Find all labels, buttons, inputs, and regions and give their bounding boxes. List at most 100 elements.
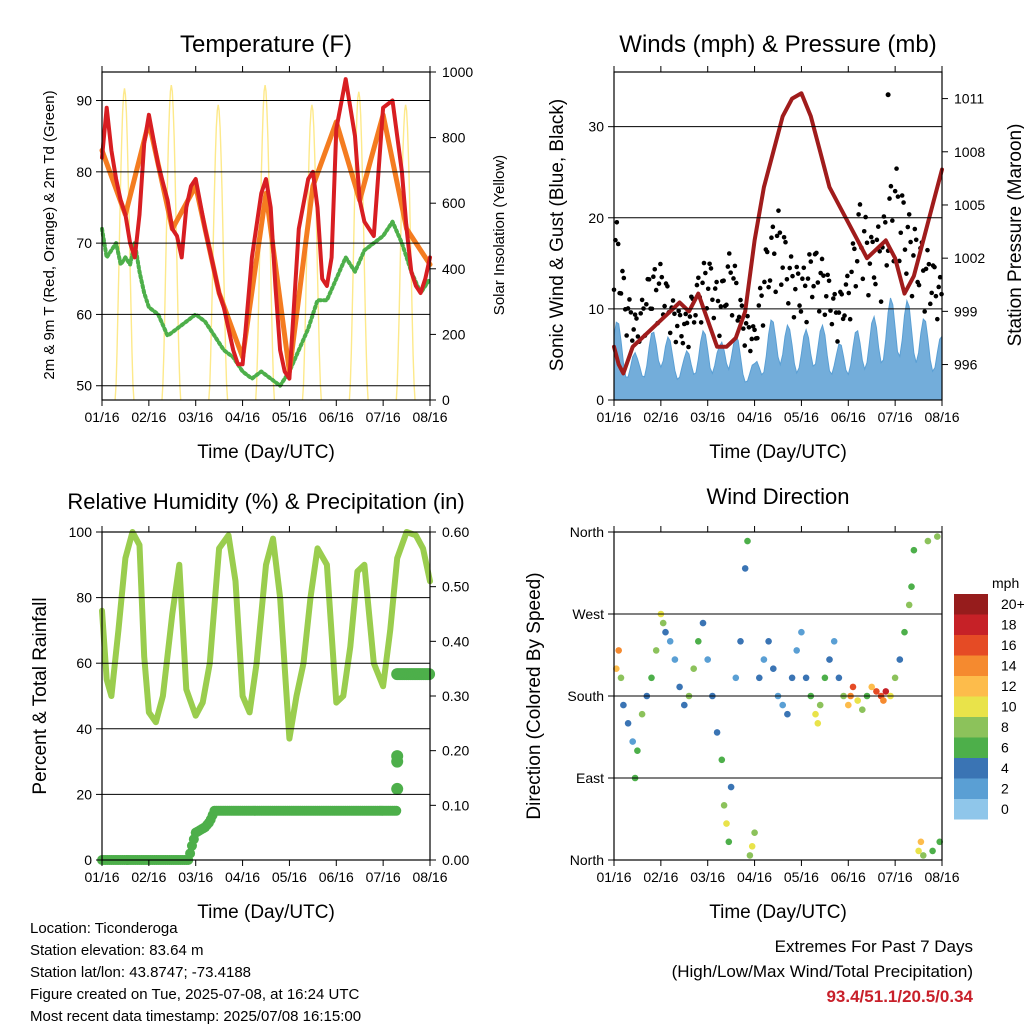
- direction-point: [659, 619, 667, 627]
- gust-point: [852, 246, 857, 252]
- direction-point: [741, 565, 749, 572]
- gust-point: [732, 263, 738, 269]
- gust-point: [736, 314, 742, 320]
- gust-point: [726, 251, 732, 256]
- gust-point: [739, 303, 745, 308]
- y2-tick-label: 0.60: [442, 524, 469, 540]
- legend-swatch: [954, 594, 988, 615]
- winds-pressure-panel: Winds (mph) & Pressure (mb) 01/16 02/16 03…: [547, 31, 1024, 463]
- gust-point: [659, 274, 665, 280]
- direction-point: [671, 656, 679, 663]
- gust-point: [717, 333, 722, 339]
- x-tick-label: 08/16: [412, 869, 447, 885]
- direction-point: [802, 674, 810, 682]
- direction-point: [713, 729, 721, 736]
- gust-point: [847, 316, 853, 322]
- direction-point: [695, 638, 702, 645]
- direction-point: [798, 628, 805, 636]
- gust-point: [667, 330, 673, 336]
- gust-point: [746, 324, 752, 330]
- gust-point: [850, 241, 856, 246]
- legend-swatch: [954, 614, 988, 635]
- gust-point: [731, 276, 736, 281]
- x-tick-label: 05/16: [784, 409, 819, 425]
- gust-point: [816, 309, 822, 314]
- gust-point: [693, 312, 698, 318]
- y-tick-label: North: [570, 524, 604, 540]
- gust-point: [814, 250, 819, 256]
- gust-point: [631, 327, 636, 332]
- y2-tick-label: 600: [442, 195, 466, 211]
- gust-point: [651, 274, 656, 280]
- direction-point: [826, 656, 833, 663]
- direction-point: [744, 537, 751, 545]
- direction-point: [920, 852, 927, 859]
- gust-point: [614, 220, 620, 225]
- direction-point: [718, 756, 726, 764]
- gust-point: [735, 318, 741, 323]
- extremes-title: Extremes For Past 7 Days: [774, 937, 973, 956]
- direction-point: [748, 843, 756, 850]
- humidity-xlabel: Time (Day/UTC): [197, 902, 335, 923]
- gust-point: [787, 265, 793, 271]
- direction-point: [634, 747, 641, 754]
- gust-point: [802, 283, 808, 289]
- gust-point: [750, 324, 756, 329]
- direction-point: [908, 583, 915, 590]
- direction-ylabel: Direction (Colored By Speed): [524, 572, 545, 819]
- direction-point: [901, 628, 908, 636]
- y2-tick-label: 1005: [954, 197, 985, 213]
- gust-point: [898, 230, 904, 236]
- gust-point: [705, 286, 711, 292]
- direction-point: [720, 802, 728, 809]
- gust-point: [839, 291, 845, 297]
- solar-curve: [114, 88, 135, 401]
- gust-point: [762, 279, 767, 285]
- humidity-panel: Relative Humidity (%) & Precipitation (i…: [30, 489, 469, 923]
- x-tick-label: 03/16: [690, 409, 725, 425]
- gust-point: [759, 293, 764, 298]
- gust-point: [884, 263, 890, 268]
- gust-point: [677, 312, 683, 318]
- legend-label: 4: [1001, 760, 1009, 776]
- gust-point: [823, 293, 829, 299]
- gust-point: [923, 266, 929, 272]
- direction-point: [845, 701, 852, 709]
- direction-point: [727, 783, 735, 791]
- direction-point: [788, 674, 796, 682]
- y-tick-label: North: [570, 852, 604, 868]
- y-tick-label: 90: [76, 93, 92, 109]
- gust-point: [808, 259, 814, 264]
- gust-point: [905, 224, 911, 230]
- direction-point: [613, 665, 620, 672]
- gust-point: [694, 282, 700, 288]
- gust-point: [707, 261, 712, 267]
- temperature-xlabel: Time (Day/UTC): [197, 442, 335, 463]
- y-tick-label: 0: [596, 392, 604, 408]
- gust-point: [743, 321, 749, 326]
- direction-point: [821, 674, 829, 682]
- gust-point: [656, 281, 662, 286]
- gust-point: [766, 284, 771, 290]
- gust-point: [902, 247, 908, 252]
- extremes-summary: Extremes For Past 7 Days (High/Low/Max W…: [672, 934, 973, 1009]
- gust-point: [794, 264, 800, 270]
- gust-point: [868, 234, 874, 240]
- humidity-title: Relative Humidity (%) & Precipitation (i…: [67, 489, 464, 514]
- gust-point: [673, 339, 679, 345]
- gust-point: [877, 248, 882, 254]
- gust-point: [853, 284, 859, 289]
- gust-point: [878, 299, 884, 304]
- legend-label: 18: [1001, 617, 1017, 633]
- legend-label: 10: [1001, 699, 1017, 715]
- x-tick-label: 05/16: [272, 869, 307, 885]
- x-tick-label: 02/16: [131, 869, 166, 885]
- legend-swatch: [954, 737, 988, 758]
- x-tick-label: 04/16: [225, 409, 260, 425]
- gust-point: [658, 261, 663, 267]
- direction-point: [915, 847, 922, 855]
- direction-point: [690, 665, 697, 672]
- gust-point: [909, 293, 915, 299]
- humidity-axes: 01/16 02/16 03/16 04/16 05/16 06/16 07/16 08/16…: [69, 524, 470, 885]
- gust-point: [715, 298, 721, 304]
